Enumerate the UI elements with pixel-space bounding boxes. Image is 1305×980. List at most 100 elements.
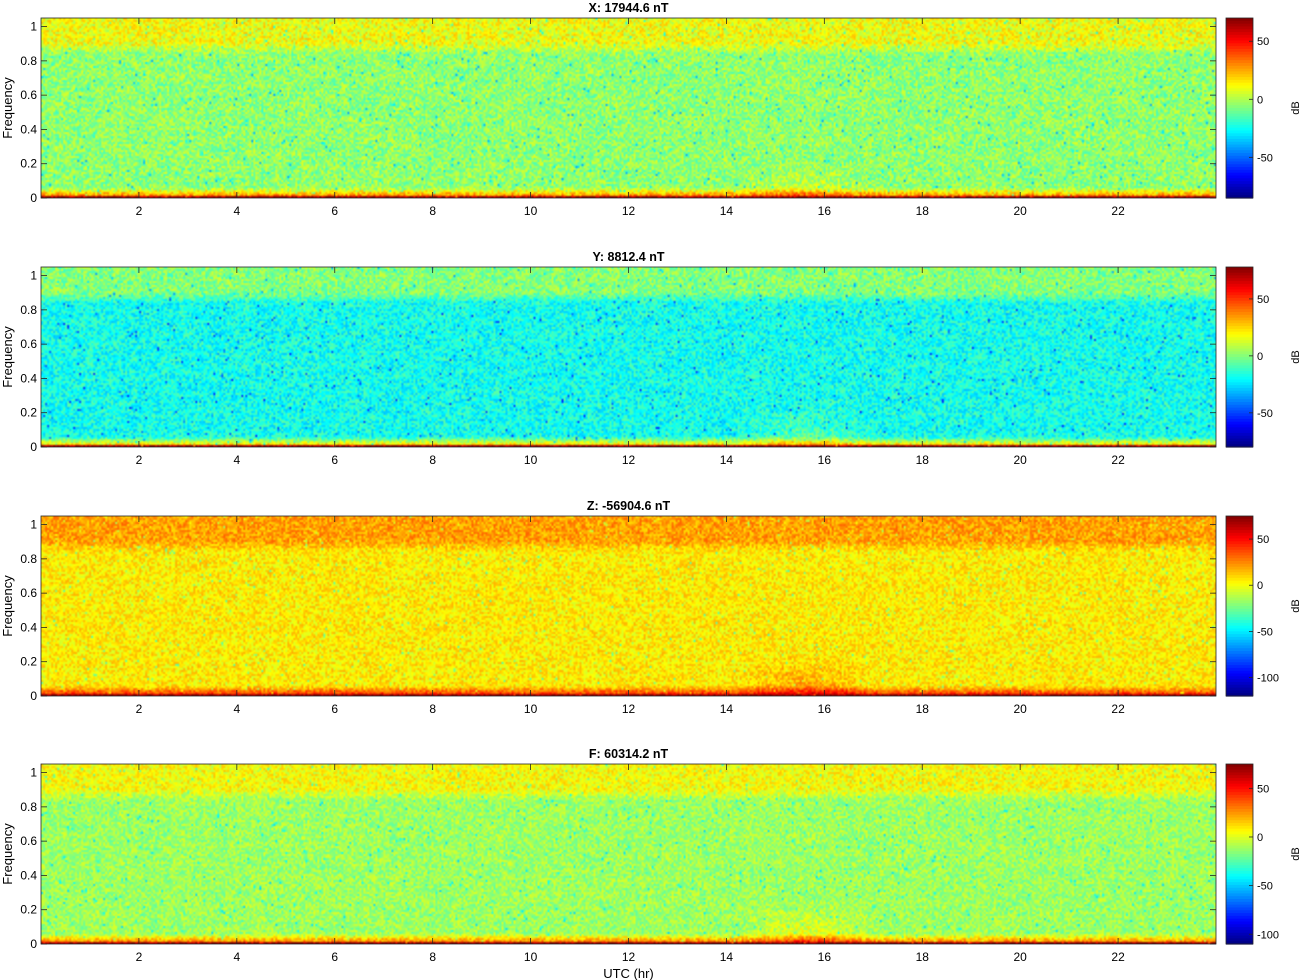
colorbar-swatch (1226, 594, 1253, 599)
colorbar-swatch (1226, 20, 1253, 25)
colorbar-swatch (1226, 438, 1253, 442)
colorbar-swatch (1226, 817, 1253, 821)
colorbar-swatch (1226, 48, 1253, 53)
colorbar-swatch (1226, 673, 1253, 677)
x-tick-label: 2 (136, 453, 143, 467)
colorbar-swatch (1226, 532, 1253, 537)
x-tick-label: 6 (331, 453, 338, 467)
colorbar-swatch (1226, 690, 1253, 694)
colorbar-swatch (1226, 300, 1253, 305)
colorbar-swatch (1226, 803, 1253, 807)
colorbar-tick-label: 50 (1257, 36, 1269, 48)
x-tick-label: 4 (233, 453, 240, 467)
x-tick-label: 10 (524, 204, 538, 218)
colorbar-swatch (1226, 620, 1253, 624)
colorbar-swatch (1226, 43, 1253, 47)
colorbar-swatch (1226, 138, 1253, 143)
x-tick-label: 4 (233, 204, 240, 218)
colorbar-swatch (1226, 77, 1253, 81)
colorbar-swatch (1226, 639, 1253, 644)
colorbar-swatch (1226, 921, 1253, 925)
colorbar-swatch (1226, 648, 1253, 652)
colorbar-swatch (1226, 659, 1253, 663)
colorbar-swatch (1226, 342, 1253, 347)
colorbar: -50 0 50 dB (1225, 17, 1302, 199)
x-tick-label: 20 (1013, 950, 1027, 964)
colorbar-tick-label: 50 (1257, 534, 1269, 546)
colorbar-swatch (1226, 281, 1253, 285)
y-tick-label: 0.8 (20, 800, 37, 814)
colorbar-swatch (1226, 413, 1253, 417)
colorbar-swatch (1226, 825, 1253, 830)
colorbar-tick-label: 50 (1257, 783, 1269, 795)
x-tick-label: 14 (720, 950, 734, 964)
colorbar-swatch (1226, 603, 1253, 607)
colorbar-swatch (1226, 684, 1253, 689)
x-tick-label: 16 (818, 702, 832, 716)
colorbar-swatch (1226, 91, 1253, 95)
colorbar-tick-label: -50 (1257, 152, 1273, 164)
x-tick-label: 20 (1013, 702, 1027, 716)
colorbar-swatch (1226, 430, 1253, 434)
colorbar-swatch (1226, 873, 1253, 878)
y-tick-label: 1 (30, 518, 37, 532)
x-tick-label: 12 (622, 702, 636, 716)
colorbar-swatch (1226, 127, 1253, 132)
y-tick-label: 0.8 (20, 54, 37, 68)
colorbar-swatch (1226, 393, 1253, 397)
colorbar-swatch (1226, 351, 1253, 355)
colorbar-swatch (1226, 670, 1253, 675)
colorbar-swatch (1226, 54, 1253, 58)
colorbar-swatch (1226, 828, 1253, 833)
x-tick-label: 18 (916, 204, 930, 218)
colorbar-swatch (1226, 662, 1253, 666)
colorbar-swatch (1226, 518, 1253, 523)
panel-title: Z: -56904.6 nT (587, 499, 671, 513)
colorbar-swatch (1226, 851, 1253, 855)
colorbar-swatch (1226, 546, 1253, 551)
colorbar-swatch (1226, 687, 1253, 691)
colorbar-swatch (1226, 856, 1253, 861)
x-tick-label: 6 (331, 950, 338, 964)
colorbar-swatch (1226, 167, 1253, 171)
y-tick-label: 0.2 (20, 157, 37, 171)
colorbar-swatch (1226, 667, 1253, 672)
colorbar-swatch (1226, 789, 1253, 793)
colorbar-swatch (1226, 527, 1253, 531)
colorbar-swatch (1226, 617, 1253, 621)
colorbar-swatch (1226, 314, 1253, 319)
colorbar-swatch (1226, 766, 1253, 771)
colorbar-swatch (1226, 780, 1253, 785)
y-tick-label: 0.2 (20, 655, 37, 669)
colorbar-swatch (1226, 192, 1253, 196)
colorbar-swatch (1226, 158, 1253, 163)
colorbar-label: dB (1290, 101, 1302, 114)
colorbar-swatch (1226, 186, 1253, 191)
x-tick-label: 6 (331, 204, 338, 218)
x-tick-label: 4 (233, 702, 240, 716)
colorbar-swatch (1226, 941, 1253, 945)
panel-title: F: 60314.2 nT (589, 747, 669, 761)
colorbar-swatch (1226, 79, 1253, 84)
colorbar-swatch (1226, 552, 1253, 556)
x-tick-label: 4 (233, 950, 240, 964)
colorbar-swatch (1226, 899, 1253, 903)
colorbar-swatch (1226, 862, 1253, 866)
colorbar-tick-label: 0 (1257, 580, 1263, 592)
colorbar-swatch (1226, 927, 1253, 931)
colorbar-swatch (1226, 102, 1253, 106)
colorbar-swatch (1226, 910, 1253, 914)
x-tick-label: 10 (524, 950, 538, 964)
y-tick-label: 0.2 (20, 406, 37, 420)
colorbar-swatch (1226, 597, 1253, 601)
colorbar-label: dB (1290, 350, 1302, 363)
colorbar-swatch (1226, 876, 1253, 880)
colorbar-swatch (1226, 172, 1253, 177)
y-tick-label: 0.4 (20, 620, 37, 634)
y-tick-label: 0.6 (20, 337, 37, 351)
colorbar-swatch (1226, 806, 1253, 810)
colorbar-swatch (1226, 40, 1253, 44)
colorbar-swatch (1226, 354, 1253, 358)
colorbar-swatch (1226, 379, 1253, 383)
colorbar-swatch (1226, 399, 1253, 403)
